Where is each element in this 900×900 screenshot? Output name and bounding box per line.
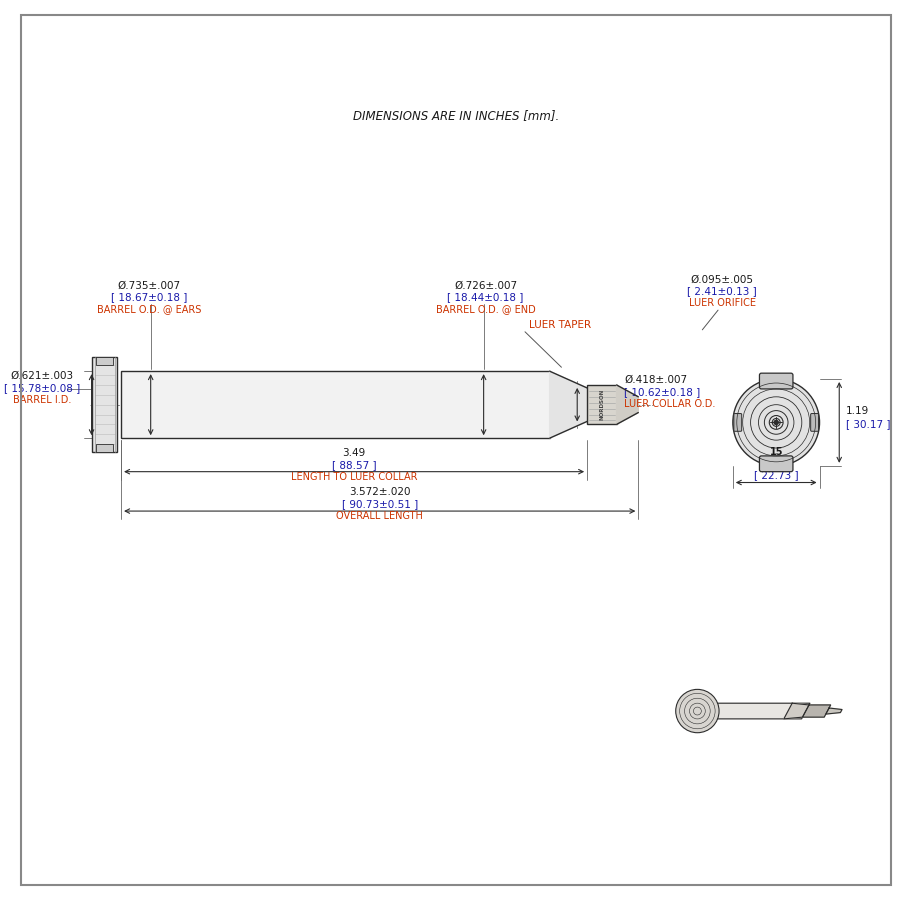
FancyBboxPatch shape (811, 414, 819, 431)
Polygon shape (693, 703, 810, 719)
Polygon shape (616, 385, 638, 425)
Bar (92, 357, 117, 452)
Circle shape (774, 420, 778, 424)
Text: [ 88.57 ]: [ 88.57 ] (332, 460, 376, 470)
Text: 1.19: 1.19 (846, 406, 869, 416)
Text: [ 90.73±0.51 ]: [ 90.73±0.51 ] (342, 500, 418, 509)
Text: Ø.621±.003: Ø.621±.003 (11, 371, 74, 381)
Circle shape (676, 689, 719, 733)
Polygon shape (784, 703, 809, 719)
Text: [ 15.78±0.08 ]: [ 15.78±0.08 ] (4, 382, 80, 393)
Text: BARREL O.D. @ END: BARREL O.D. @ END (436, 304, 536, 314)
Text: [ 22.73 ]: [ 22.73 ] (754, 471, 798, 481)
Text: [ 10.62±0.18 ]: [ 10.62±0.18 ] (625, 387, 701, 397)
Polygon shape (550, 371, 587, 438)
Text: NORDSON: NORDSON (599, 389, 604, 420)
Bar (122, 371, 550, 438)
Text: [ 18.44±0.18 ]: [ 18.44±0.18 ] (447, 292, 524, 302)
Bar (95, 444, 113, 452)
Text: Ø.095±.005: Ø.095±.005 (690, 274, 753, 284)
Bar (95, 357, 113, 365)
Text: [ 18.67±0.18 ]: [ 18.67±0.18 ] (111, 292, 187, 302)
FancyBboxPatch shape (760, 456, 793, 472)
FancyBboxPatch shape (734, 414, 742, 431)
Circle shape (733, 379, 820, 466)
Text: 15: 15 (770, 447, 783, 457)
Text: OVERALL LENGTH: OVERALL LENGTH (337, 511, 423, 521)
Text: LENGTH TO LUER COLLAR: LENGTH TO LUER COLLAR (291, 472, 418, 482)
Text: [ 30.17 ]: [ 30.17 ] (846, 419, 891, 429)
Text: Ø.89: Ø.89 (764, 459, 788, 469)
Polygon shape (803, 705, 831, 717)
FancyBboxPatch shape (760, 374, 793, 389)
Text: LUER COLLAR O.D.: LUER COLLAR O.D. (625, 399, 716, 409)
Text: Ø.418±.007: Ø.418±.007 (625, 375, 688, 385)
Text: LUER ORIFICE: LUER ORIFICE (688, 298, 755, 308)
Bar (587, 385, 617, 425)
Text: Ø.735±.007: Ø.735±.007 (117, 281, 180, 291)
Text: [ 2.41±0.13 ]: [ 2.41±0.13 ] (687, 286, 757, 296)
Text: 3.49: 3.49 (343, 448, 365, 458)
Text: DIMENSIONS ARE IN INCHES [mm].: DIMENSIONS ARE IN INCHES [mm]. (353, 109, 559, 122)
Polygon shape (826, 708, 842, 714)
Text: Ø.726±.007: Ø.726±.007 (454, 281, 518, 291)
Text: BARREL I.D.: BARREL I.D. (14, 395, 71, 405)
Text: LUER TAPER: LUER TAPER (529, 320, 591, 329)
Text: 3.572±.020: 3.572±.020 (349, 487, 410, 498)
Text: BARREL O.D. @ EARS: BARREL O.D. @ EARS (96, 304, 201, 314)
